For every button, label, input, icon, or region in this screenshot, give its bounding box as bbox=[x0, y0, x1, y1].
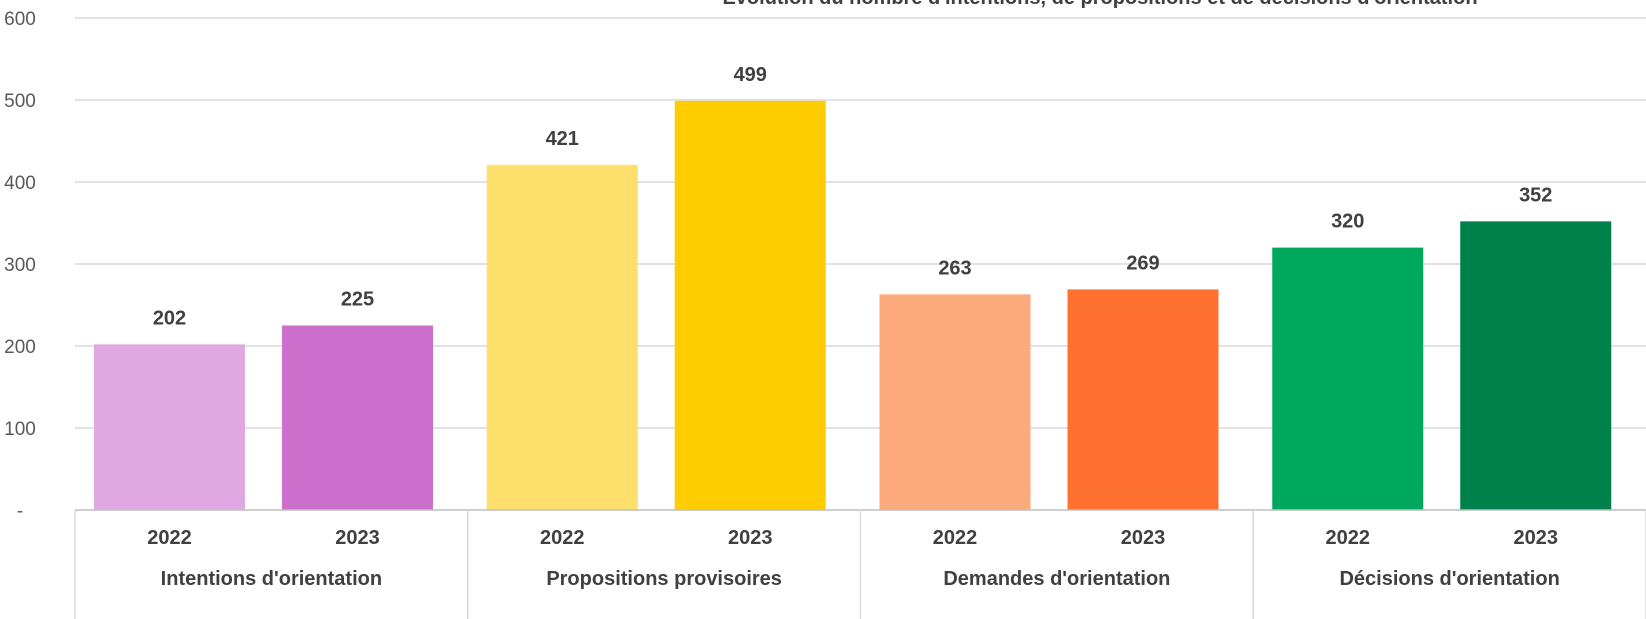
data-label: 320 bbox=[1331, 211, 1364, 233]
y-tick-label: 100 bbox=[4, 419, 36, 440]
x-tick-label: 2022 bbox=[540, 527, 585, 549]
data-label: 269 bbox=[1126, 252, 1159, 274]
bar bbox=[1067, 289, 1219, 510]
group-label: Décisions d'orientation bbox=[1339, 568, 1559, 590]
bar bbox=[486, 164, 638, 510]
bar bbox=[674, 100, 826, 510]
x-tick-label: 2022 bbox=[933, 527, 978, 549]
x-tick-label: 2022 bbox=[147, 527, 192, 549]
x-axis: 2022 2023 Intentions d'orientation 2022 2023… bbox=[74, 509, 1646, 619]
bar bbox=[94, 344, 245, 510]
data-label: 263 bbox=[938, 257, 971, 279]
x-tick-label: 2023 bbox=[1514, 527, 1559, 549]
x-tick-label: 2023 bbox=[1121, 527, 1166, 549]
y-tick-label: 400 bbox=[4, 173, 36, 194]
x-tick-label: 2023 bbox=[728, 527, 773, 549]
group-label: Intentions d'orientation bbox=[161, 568, 382, 590]
y-tick-label: - bbox=[17, 501, 23, 522]
bar bbox=[1272, 247, 1424, 510]
bar bbox=[1460, 221, 1612, 511]
y-tick-label: 300 bbox=[4, 255, 36, 276]
data-labels: 202 225 421 499 263 269 320 352 bbox=[153, 64, 1553, 330]
bar bbox=[282, 325, 433, 510]
y-axis-ticks: - 100 200 300 400 500 600 bbox=[4, 9, 36, 522]
group-label: Propositions provisoires bbox=[546, 568, 782, 590]
y-tick-label: 600 bbox=[4, 9, 36, 30]
x-tick-label: 2023 bbox=[335, 527, 380, 549]
data-label: 421 bbox=[546, 128, 579, 150]
data-label: 225 bbox=[341, 289, 374, 311]
chart-title: Évolution du nombre d'intentions, de pro… bbox=[722, 0, 1477, 9]
bars bbox=[94, 100, 1612, 511]
x-tick-label: 2022 bbox=[1326, 527, 1371, 549]
y-tick-label: 500 bbox=[4, 91, 36, 112]
y-tick-label: 200 bbox=[4, 337, 36, 358]
bar bbox=[879, 294, 1031, 510]
group-label: Demandes d'orientation bbox=[943, 568, 1170, 590]
data-label: 352 bbox=[1519, 184, 1552, 206]
data-label: 499 bbox=[734, 64, 767, 86]
data-label: 202 bbox=[153, 307, 186, 329]
